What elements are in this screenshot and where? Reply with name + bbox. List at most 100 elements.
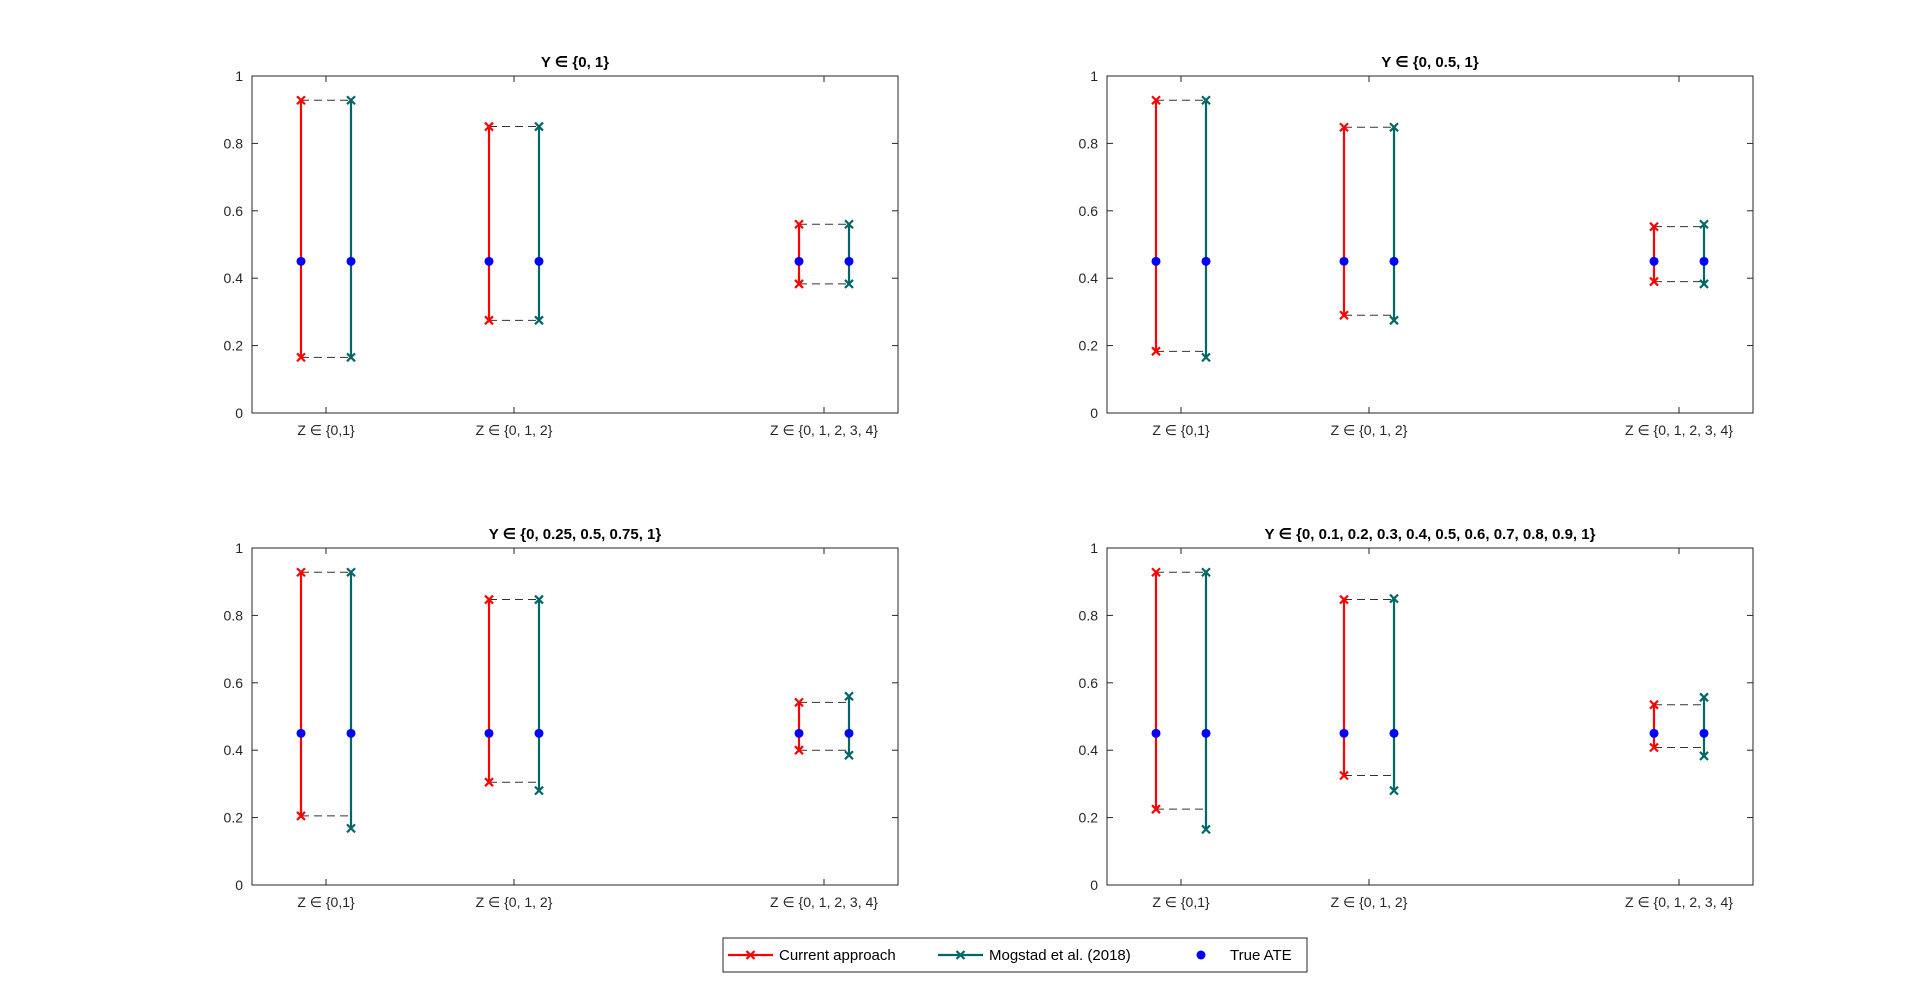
current-approach-upper-marker <box>1151 567 1161 578</box>
mogstad-upper-marker-stroke-b <box>1699 692 1709 703</box>
legend-item-current: Current approach <box>728 947 896 964</box>
current-approach-lower-marker-stroke-b <box>484 315 494 326</box>
legend: Current approach Mogstad et al. (2018) T… <box>722 937 1308 973</box>
x-tick-label: Z ∈ {0, 1, 2, 3, 4} <box>770 894 878 910</box>
current-approach-lower-marker <box>1339 310 1349 321</box>
axes-box <box>1106 75 1754 414</box>
mogstad-lower-marker <box>346 823 356 834</box>
legend-label-current: Current approach <box>779 947 896 964</box>
current-approach-upper-marker-stroke-b <box>1151 567 1161 578</box>
y-tick-label: 0.8 <box>224 135 244 151</box>
mogstad-lower-marker-stroke-b <box>346 823 356 834</box>
current-approach-lower-marker <box>484 315 494 326</box>
y-tick-label: 0.2 <box>1079 810 1099 826</box>
legend-x-current-stroke-b <box>745 950 756 960</box>
mogstad-upper-marker <box>844 219 854 230</box>
axes-box <box>251 547 899 886</box>
current-approach-lower-marker-stroke-b <box>1339 310 1349 321</box>
interval-pair-2 <box>1339 593 1399 796</box>
interval-pair-1 <box>1151 567 1211 835</box>
legend-marker-true-ate <box>1196 950 1206 960</box>
current-approach-upper-marker-stroke-b <box>1339 594 1349 605</box>
interval-pair-2 <box>484 594 544 796</box>
mogstad-lower-marker <box>1201 352 1211 363</box>
current-approach-upper-marker <box>1339 594 1349 605</box>
legend-x-current <box>745 950 756 960</box>
current-approach-upper-marker <box>1649 221 1659 232</box>
panel-3: Y ∈ {0, 0.25, 0.5, 0.75, 1} 0 0.2 0.4 0.6 0.8… <box>224 526 899 910</box>
mogstad-upper-marker <box>1699 219 1709 230</box>
mogstad-upper-marker <box>1699 692 1709 703</box>
true-ate-point <box>1699 728 1709 738</box>
mogstad-lower-marker <box>844 750 854 761</box>
current-approach-upper-marker <box>1151 95 1161 106</box>
true-ate-point <box>534 256 544 266</box>
y-tick-label: 0.8 <box>1079 135 1099 151</box>
x-tick-label: Z ∈ {0, 1, 2} <box>476 422 553 438</box>
y-tick-label: 1 <box>235 540 243 556</box>
true-ate-point <box>794 256 804 266</box>
y-tick-label: 1 <box>235 68 243 84</box>
true-ate-point <box>346 728 356 738</box>
mogstad-upper-marker <box>346 567 356 578</box>
current-approach-upper-marker-stroke-b <box>484 121 494 132</box>
y-tick-label: 0 <box>1090 405 1098 421</box>
legend-marker-mogstad <box>955 950 966 960</box>
interval-pair-1 <box>296 95 356 363</box>
y-tick-label: 0.6 <box>224 675 244 691</box>
mogstad-lower-marker-stroke-b <box>1389 315 1399 326</box>
current-approach-lower-marker-stroke-b <box>794 745 804 755</box>
mogstad-lower-marker-stroke-b <box>844 750 854 761</box>
panel-2: Y ∈ {0, 0.5, 1} 0 0.2 0.4 0.6 0.8 1 Z ∈ {0,1} Z … <box>1079 54 1754 438</box>
x-tick-label: Z ∈ {0, 1, 2} <box>476 894 553 910</box>
y-tick-label: 0.8 <box>1079 607 1099 623</box>
legend-label-true-ate: True ATE <box>1230 947 1292 964</box>
panel-title: Y ∈ {0, 0.1, 0.2, 0.3, 0.4, 0.5, 0.6, 0.… <box>1265 526 1596 543</box>
panel-title: Y ∈ {0, 0.5, 1} <box>1381 54 1479 71</box>
current-approach-lower-marker <box>794 279 804 289</box>
mogstad-lower-marker-stroke-b <box>1699 751 1709 761</box>
true-ate-point <box>1649 728 1659 738</box>
panel-1: Y ∈ {0, 1} 0 0.2 0.4 0.6 0.8 1 Z ∈ {0,1} Z ∈ {0,… <box>224 54 899 438</box>
current-approach-lower-marker-stroke-b <box>1649 276 1659 287</box>
mogstad-upper-marker-stroke-b <box>844 219 854 230</box>
current-approach-lower-marker <box>1151 804 1161 814</box>
y-tick-label: 0 <box>235 405 243 421</box>
y-tick-label: 0.6 <box>1079 675 1099 691</box>
true-ate-point <box>1699 256 1709 266</box>
interval-pair-3 <box>794 219 854 289</box>
current-approach-lower-marker <box>484 777 494 787</box>
true-ate-point <box>794 728 804 738</box>
legend-x-mogstad-stroke-b <box>955 950 966 960</box>
y-tick-label: 0.2 <box>224 338 244 354</box>
mogstad-upper-marker-stroke-b <box>1389 593 1399 604</box>
interval-pair-2 <box>484 121 544 326</box>
mogstad-lower-marker-stroke-b <box>1699 279 1709 289</box>
mogstad-lower-marker-stroke-b <box>1389 785 1399 796</box>
interval-pair-1 <box>1151 95 1211 363</box>
legend-label-mogstad: Mogstad et al. (2018) <box>989 947 1131 964</box>
mogstad-upper-marker <box>1201 567 1211 578</box>
mogstad-lower-marker <box>346 352 356 363</box>
true-ate-point <box>534 728 544 738</box>
y-tick-label: 0.6 <box>224 203 244 219</box>
y-tick-label: 0.4 <box>1079 742 1099 758</box>
current-approach-upper-marker-stroke-b <box>794 697 804 708</box>
mogstad-lower-marker <box>534 785 544 796</box>
legend-item-mogstad: Mogstad et al. (2018) <box>938 947 1131 964</box>
true-ate-point <box>346 256 356 266</box>
current-approach-upper-marker <box>296 95 306 106</box>
mogstad-upper-marker-stroke-b <box>346 95 356 106</box>
current-approach-lower-marker <box>1649 276 1659 287</box>
x-tick-label: Z ∈ {0,1} <box>297 894 355 910</box>
panels: Y ∈ {0, 1} 0 0.2 0.4 0.6 0.8 1 Z ∈ {0,1} Z ∈ {0,… <box>224 54 1754 910</box>
current-approach-lower-marker <box>296 811 306 821</box>
x-tick-label: Z ∈ {0, 1, 2} <box>1331 894 1408 910</box>
true-ate-point <box>1649 256 1659 266</box>
panel-title: Y ∈ {0, 0.25, 0.5, 0.75, 1} <box>489 526 662 543</box>
true-ate-point <box>296 728 306 738</box>
current-approach-lower-marker-stroke-b <box>1649 742 1659 753</box>
current-approach-lower-marker <box>1339 770 1349 781</box>
mogstad-lower-marker <box>1389 785 1399 796</box>
mogstad-lower-marker-stroke-b <box>346 352 356 363</box>
